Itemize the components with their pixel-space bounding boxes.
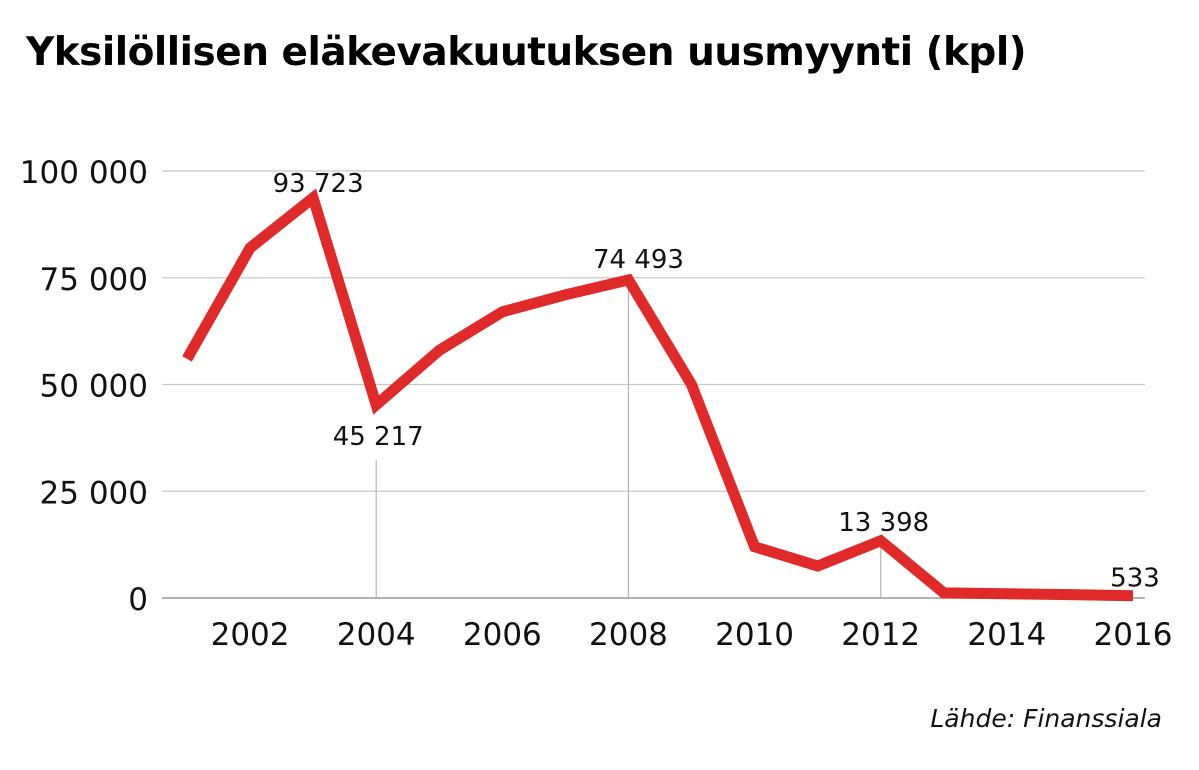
annotation-guides: [375, 279, 882, 598]
y-tick-label: 100 000: [20, 155, 148, 191]
x-tick-label: 2006: [463, 617, 542, 653]
y-tick-label: 50 000: [40, 369, 148, 405]
y-tick-label: 75 000: [40, 262, 148, 298]
data-label: 93 723: [273, 169, 364, 199]
data-label: 74 493: [593, 245, 684, 275]
data-labels: 93 723 45 217 74 493 13 398 533: [273, 169, 1160, 594]
x-tick-label: 2004: [337, 617, 416, 653]
chart-title: Yksilöllisen eläkevakuutuksen uusmyynti …: [26, 30, 1027, 75]
source-note: Lähde: Finanssiala: [930, 704, 1162, 733]
x-tick-label: 2012: [841, 617, 920, 653]
data-label: 533: [1110, 564, 1160, 594]
y-tick-label: 0: [128, 582, 148, 618]
x-tick-label: 2016: [1094, 617, 1173, 653]
x-tick-label: 2014: [967, 617, 1046, 653]
y-axis-ticks: 0 25 000 50 000 75 000 100 000: [20, 155, 148, 618]
y-tick-label: 25 000: [40, 475, 148, 511]
series-line: [182, 188, 1134, 602]
data-label: 45 217: [333, 422, 424, 452]
x-tick-label: 2008: [589, 617, 668, 653]
data-label: 13 398: [838, 508, 929, 538]
series-layer: [182, 188, 1134, 602]
grid-lines: [162, 170, 1145, 599]
x-tick-label: 2010: [715, 617, 794, 653]
x-axis-ticks: 2002 2004 2006 2008 2010 2012 2014 2016: [211, 617, 1173, 653]
x-tick-label: 2002: [211, 617, 290, 653]
